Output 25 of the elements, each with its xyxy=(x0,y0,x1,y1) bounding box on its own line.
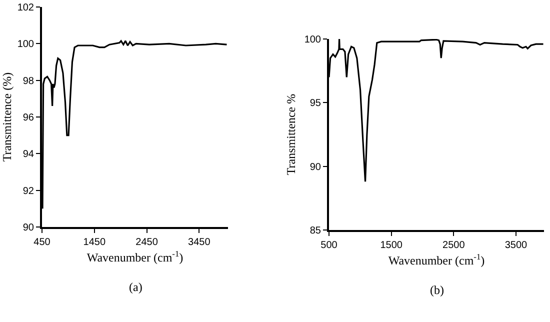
x-axis-title: Wavenumber (cm$^{-1}$) xyxy=(86,249,184,264)
y-tick-label: 90 xyxy=(310,162,322,173)
y-tick-label: 102 xyxy=(17,2,34,14)
x-tick-label: 1450 xyxy=(83,237,106,248)
y-tick-label: 100 xyxy=(304,34,322,46)
y-tick-label: 85 xyxy=(310,226,322,236)
x-tick-label: 500 xyxy=(320,240,338,251)
y-tick-label: 98 xyxy=(22,76,34,87)
y-tick-label: 100 xyxy=(17,39,34,50)
y-tick-label: 96 xyxy=(22,112,34,124)
y-axis-title: Transmittence (%) xyxy=(0,72,14,162)
x-axis-title: Wavenumber (cm$^{-1}$) xyxy=(388,252,485,268)
x-tick-label: 2450 xyxy=(136,237,158,248)
text: (a) xyxy=(129,280,142,294)
y-tick-label: 94 xyxy=(22,149,34,160)
text: (b) xyxy=(430,283,444,297)
x-tick-label: 450 xyxy=(34,237,51,248)
x-tick-label: 3450 xyxy=(188,237,211,248)
y-tick-label: 90 xyxy=(22,222,34,234)
x-tick-label: 1500 xyxy=(380,240,403,251)
x-tick-label: 2500 xyxy=(442,240,466,251)
y-tick-label: 92 xyxy=(22,186,34,197)
y-tick-label: 95 xyxy=(310,98,322,110)
y-axis-title: Transmittence % xyxy=(284,94,298,176)
x-tick-label: 3500 xyxy=(504,240,528,251)
